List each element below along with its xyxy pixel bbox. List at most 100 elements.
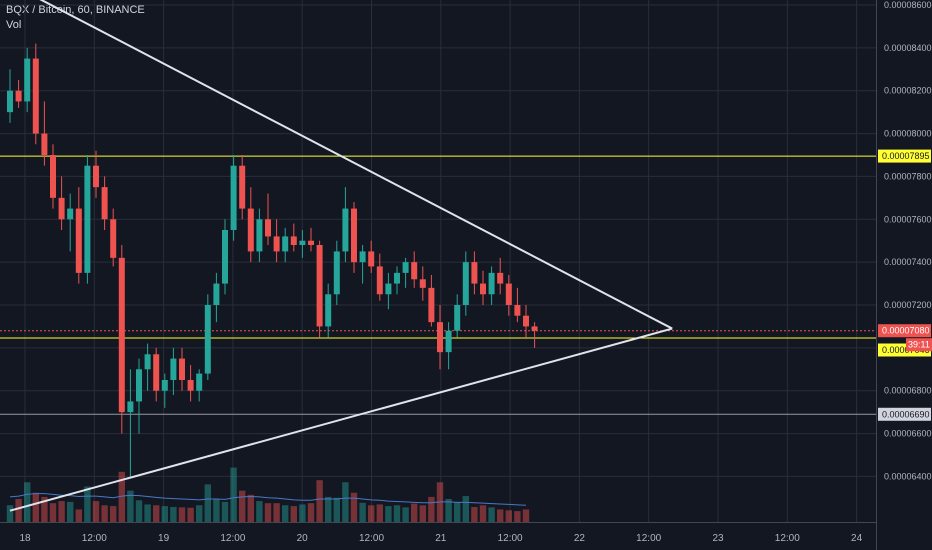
volume-bar	[333, 497, 340, 522]
candle-body	[118, 257, 125, 413]
candle-body	[376, 266, 383, 295]
candle-body	[179, 358, 185, 380]
candle	[153, 347, 160, 402]
candle	[101, 176, 108, 230]
volume-bar	[15, 499, 22, 522]
volume-bar	[110, 506, 117, 522]
candle-body	[402, 262, 409, 273]
volume-bar	[325, 496, 332, 522]
volume-bar	[385, 506, 392, 522]
volume-bars	[6, 467, 530, 522]
candle	[93, 150, 99, 198]
volume-bar	[342, 482, 349, 522]
candle-body	[84, 165, 91, 273]
volume-bar	[135, 500, 143, 522]
y-tick-label: 0.00006600	[884, 429, 932, 439]
volume-bar	[368, 505, 375, 522]
candle	[265, 193, 271, 245]
candle	[127, 369, 134, 477]
volume-bar	[419, 505, 426, 522]
candle-body	[290, 236, 297, 245]
candle-body	[428, 287, 435, 323]
candle-body	[419, 279, 426, 288]
candle	[402, 257, 409, 288]
volume-bar	[58, 501, 65, 522]
candle	[161, 373, 168, 408]
volume-bar	[221, 501, 229, 522]
volume-bar	[514, 511, 521, 522]
candle-body	[411, 262, 418, 280]
current-price-label-bg	[878, 324, 931, 338]
candle-body	[24, 58, 31, 102]
volume-bar	[49, 503, 57, 522]
candle-body	[359, 251, 366, 263]
candle-body	[144, 354, 151, 370]
volume-bar	[471, 506, 478, 522]
candle-body	[41, 133, 48, 155]
candle-body	[394, 272, 400, 284]
candle	[84, 155, 91, 284]
candle	[351, 202, 357, 273]
candle-body	[462, 262, 469, 305]
level-label-gray: 0.00006690	[878, 407, 931, 421]
volume-bar	[67, 501, 74, 522]
volume-bar	[393, 505, 401, 522]
volume-bar	[170, 506, 177, 522]
volume-bar	[161, 506, 168, 522]
x-tick-label: 12:00	[498, 533, 523, 544]
volume-bar	[462, 496, 469, 522]
candle	[58, 176, 65, 230]
candle-body	[50, 155, 56, 198]
volume-bar	[84, 486, 91, 522]
candle	[196, 369, 203, 402]
candle-body	[523, 315, 529, 327]
volume-bar	[264, 503, 272, 522]
volume-bar	[256, 501, 263, 522]
y-tick-label: 0.00007200	[884, 300, 932, 310]
volume-ma-line	[9, 493, 527, 506]
candle	[204, 294, 211, 380]
candle-body	[497, 272, 504, 284]
candle	[299, 230, 306, 258]
level-label-resistance: 0.00007895	[878, 149, 931, 163]
level-label-support-text: 0.00007046	[882, 345, 930, 355]
y-tick-label: 0.00007800	[884, 171, 932, 181]
candle-body	[127, 401, 134, 413]
candle	[41, 101, 48, 166]
candle	[480, 270, 486, 305]
candle-body	[196, 373, 203, 391]
candle	[316, 240, 323, 338]
candle	[239, 155, 246, 220]
candle-body	[93, 165, 99, 188]
volume-bar	[239, 490, 246, 522]
x-tick-label: 12:00	[636, 533, 661, 544]
level-label-gray-text: 0.00006690	[882, 409, 930, 419]
candle-body	[58, 197, 65, 220]
candle	[325, 283, 332, 338]
volume-bar	[359, 502, 366, 522]
candle-body	[213, 283, 220, 305]
candle-body	[368, 251, 375, 267]
candle	[419, 266, 426, 301]
volume-bar	[479, 505, 487, 522]
candle-body	[15, 90, 22, 102]
x-tick-label: 20	[297, 533, 309, 544]
volume-bar	[376, 504, 383, 522]
candle-body	[204, 305, 211, 374]
y-tick-label: 0.00006400	[884, 471, 932, 481]
current-price-label-text: 0.00007080	[882, 326, 930, 336]
candle-body	[273, 236, 280, 252]
candle	[359, 245, 366, 284]
volume-bar	[445, 499, 452, 522]
candle-body	[247, 208, 254, 252]
candle	[394, 266, 400, 295]
volume-bar	[299, 504, 306, 522]
candle-body	[110, 219, 117, 258]
level-label-resistance-text: 0.00007895	[882, 151, 930, 161]
candle-body	[136, 369, 142, 402]
volume-bar	[41, 496, 48, 522]
x-tick-label: 12:00	[775, 533, 800, 544]
candle	[428, 275, 435, 327]
candle	[256, 208, 263, 263]
